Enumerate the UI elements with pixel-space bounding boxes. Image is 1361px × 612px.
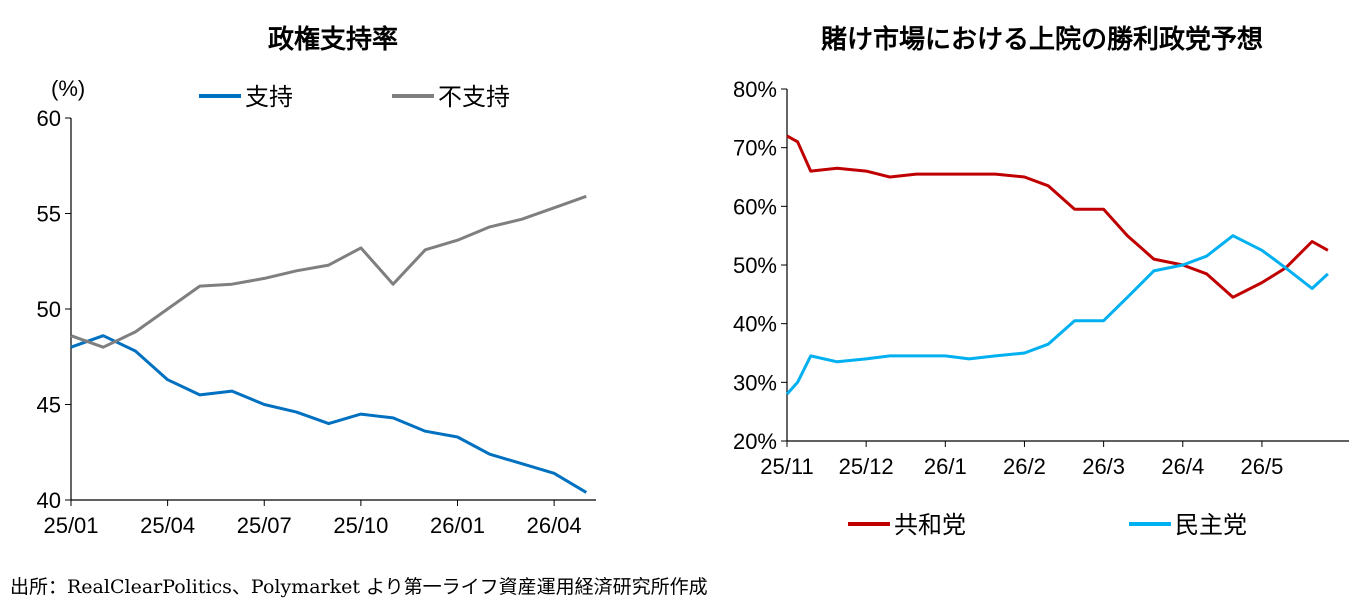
x-tick-label: 26/04 (527, 513, 582, 538)
y-tick-label: 40% (733, 312, 777, 337)
legend-label: 共和党 (894, 511, 966, 539)
y-unit-label: (%) (51, 76, 85, 101)
y-tick-label: 40 (37, 488, 61, 513)
series-line-民主党 (785, 234, 1329, 396)
y-tick-label: 70% (733, 136, 777, 161)
x-tick-label: 26/4 (1161, 454, 1204, 479)
y-tick-label: 45 (37, 393, 61, 418)
x-tick-label: 25/07 (237, 513, 292, 538)
chart-title-0: 政権支持率 (268, 24, 398, 55)
x-tick-label: 26/5 (1241, 454, 1284, 479)
x-tick-label: 25/11 (760, 454, 813, 479)
x-tick-label: 26/01 (430, 513, 485, 538)
series-line-不支持 (70, 194, 587, 349)
x-tick-label: 25/12 (839, 454, 894, 479)
chart-title-1: 賭け市場における上院の勝利政党予想 (821, 24, 1263, 55)
y-tick-label: 60 (37, 106, 61, 131)
x-tick-label: 26/1 (924, 454, 967, 479)
x-tick-label: 26/3 (1082, 454, 1125, 479)
series-line-共和党 (786, 134, 1329, 299)
y-tick-label: 60% (733, 194, 777, 219)
y-tick-label: 30% (733, 370, 777, 395)
y-tick-label: 50 (37, 297, 61, 322)
legend-label: 支持 (245, 83, 293, 111)
y-tick-label: 80% (733, 77, 777, 102)
x-tick-label: 25/04 (140, 513, 195, 538)
x-tick-label: 26/2 (1003, 454, 1046, 479)
x-tick-label: 25/10 (333, 513, 388, 538)
y-tick-label: 20% (733, 429, 777, 454)
source-note: 出所：RealClearPolitics、Polymarket より第一ライフ資… (10, 576, 708, 598)
x-tick-label: 25/01 (43, 513, 98, 538)
y-tick-label: 55 (37, 202, 61, 227)
legend-label: 民主党 (1175, 511, 1247, 539)
legend-label: 不支持 (438, 83, 510, 111)
y-tick-label: 50% (733, 253, 777, 278)
series-line-支持 (70, 334, 588, 494)
